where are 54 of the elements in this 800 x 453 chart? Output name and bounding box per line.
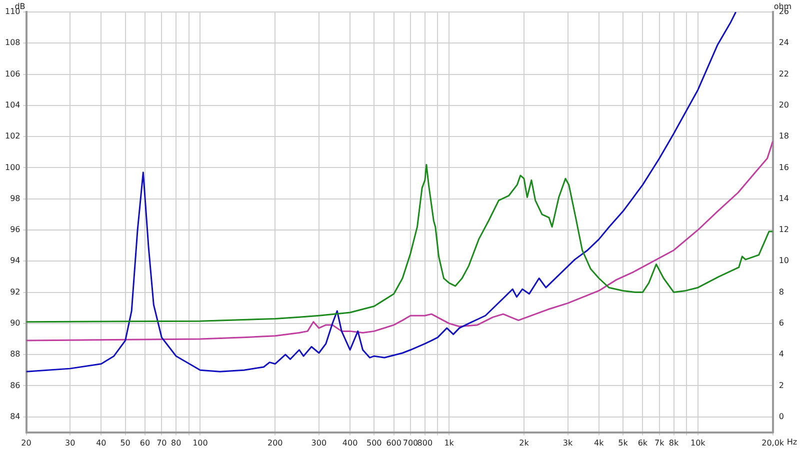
y2-tick-label: 4 bbox=[778, 350, 784, 359]
y-tick-label: 86 bbox=[10, 380, 20, 390]
y2-tick-label: 12 bbox=[778, 225, 790, 234]
y2-tick-label: 18 bbox=[778, 132, 790, 141]
y-tick-label: 94 bbox=[10, 256, 20, 266]
x-tick-label: 20 bbox=[21, 438, 32, 448]
x-tick-label: 20,0k bbox=[762, 438, 784, 448]
y-tick-label: 92 bbox=[10, 287, 20, 296]
x-tick-label: 6k bbox=[638, 438, 648, 448]
x-tick-label: 40 bbox=[96, 438, 106, 448]
y-tick-label: 100 bbox=[4, 162, 20, 172]
y-tick-label: 96 bbox=[10, 225, 20, 234]
y2-tick-label: 24 bbox=[778, 38, 790, 48]
x-tick-label: 4k bbox=[594, 438, 604, 448]
y-tick-label: 110 bbox=[4, 7, 20, 16]
x-tick-label: 300 bbox=[311, 438, 327, 448]
x-tick-label: 3k bbox=[562, 438, 574, 448]
y-tick-label: 84 bbox=[10, 412, 20, 421]
y2-tick-label: 20 bbox=[778, 100, 790, 110]
y-tick-label: 108 bbox=[4, 38, 20, 48]
y-tick-label: 90 bbox=[10, 318, 20, 328]
x-tick-label: 500 bbox=[366, 438, 382, 448]
x-tick-label: 10k bbox=[690, 438, 706, 448]
y2-tick-label: 0 bbox=[778, 412, 784, 421]
y2-tick-label: 8 bbox=[778, 287, 784, 296]
x-tick-label: 700 bbox=[402, 438, 418, 448]
x-tick-label: 600 bbox=[386, 438, 402, 448]
y2-tick-label: 26 bbox=[778, 7, 790, 16]
y2-tick-label: 14 bbox=[778, 194, 790, 203]
x-tick-label: 800 bbox=[417, 438, 433, 448]
y-tick-label: 102 bbox=[4, 132, 20, 141]
x-axis-title: Hz bbox=[786, 437, 798, 446]
x-tick-label: 50 bbox=[120, 438, 130, 448]
y2-tick-label: 22 bbox=[778, 69, 790, 78]
y-tick-label: 98 bbox=[10, 194, 20, 203]
x-tick-label: 80 bbox=[171, 438, 182, 448]
x-tick-label: 1k bbox=[444, 438, 454, 448]
x-tick-label: 200 bbox=[267, 438, 283, 448]
y-tick-label: 88 bbox=[10, 350, 20, 359]
y-tick-label: 106 bbox=[4, 69, 20, 78]
x-tick-label: 30 bbox=[64, 438, 76, 448]
x-tick-label: 2k bbox=[519, 438, 530, 448]
x-tick-label: 400 bbox=[342, 438, 358, 448]
x-tick-label: 100 bbox=[192, 438, 208, 448]
x-tick-label: 8k bbox=[668, 438, 680, 448]
y2-tick-label: 10 bbox=[778, 256, 790, 266]
y2-tick-label: 16 bbox=[778, 162, 790, 172]
y2-tick-label: 2 bbox=[778, 380, 784, 390]
x-tick-label: 7k bbox=[654, 438, 665, 448]
x-tick-label: 5k bbox=[618, 438, 628, 448]
y-tick-label: 104 bbox=[4, 100, 20, 110]
x-tick-label: 60 bbox=[140, 438, 150, 448]
x-tick-label: 70 bbox=[156, 438, 167, 448]
y2-tick-label: 6 bbox=[778, 318, 784, 328]
